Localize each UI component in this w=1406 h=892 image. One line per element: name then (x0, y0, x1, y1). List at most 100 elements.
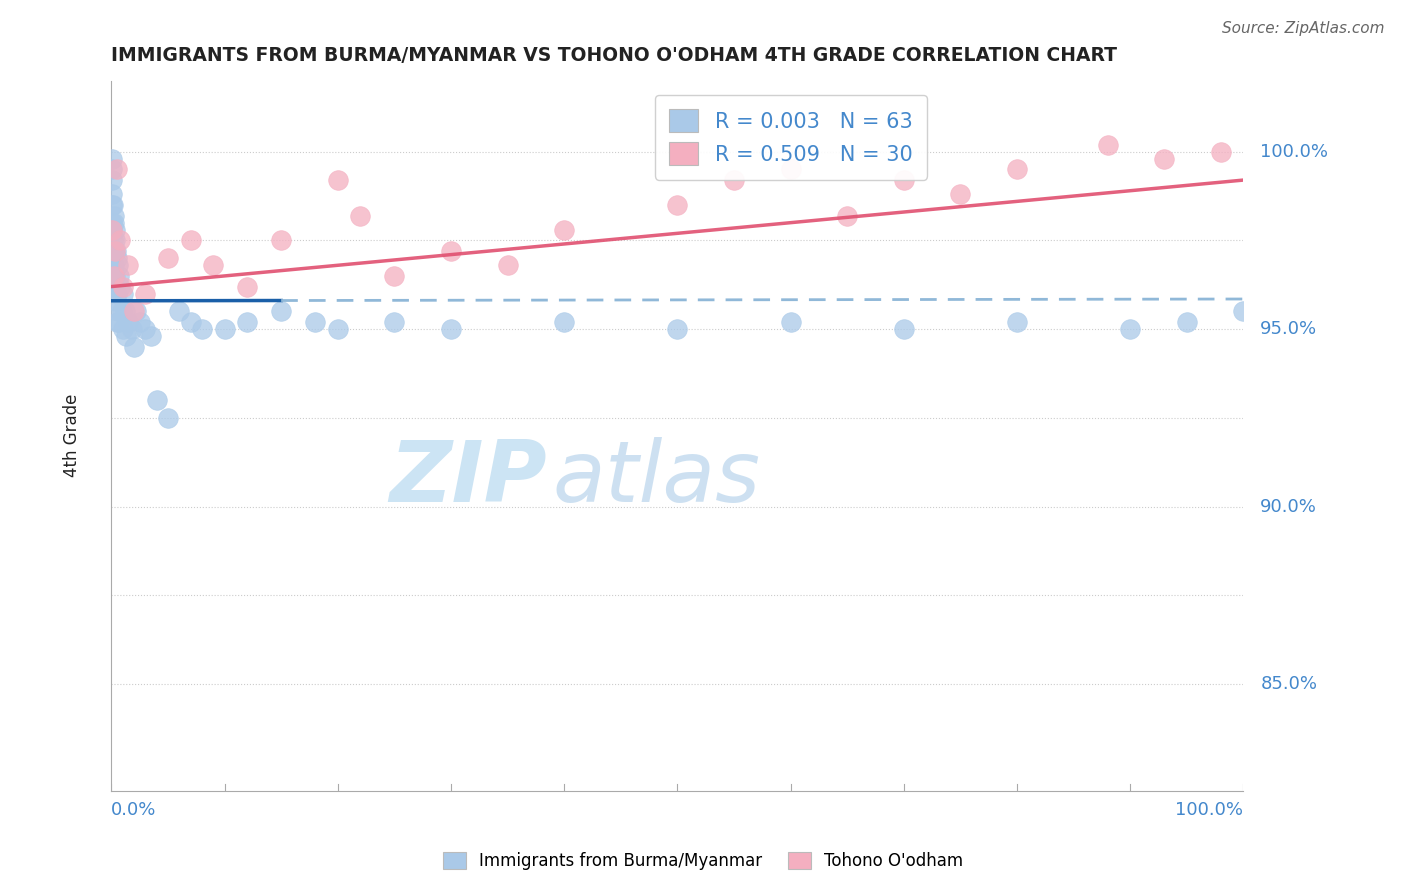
Text: atlas: atlas (553, 437, 761, 520)
Point (110, 234, 132, 248)
Text: 90.0%: 90.0% (1260, 498, 1317, 516)
Point (236, 279, 259, 293)
Legend: Immigrants from Burma/Myanmar, Tohono O'odham: Immigrants from Burma/Myanmar, Tohono O'… (436, 845, 970, 877)
Point (382, 268, 405, 283)
Point (103, 216, 125, 230)
Point (105, 251, 128, 265)
Text: ZIP: ZIP (389, 437, 547, 520)
Point (101, 152, 124, 166)
Point (110, 279, 132, 293)
Point (101, 198, 124, 212)
Point (326, 173, 349, 187)
Text: 4th Grade: 4th Grade (63, 394, 80, 477)
Point (270, 304, 292, 318)
Point (115, 329, 138, 343)
Point (382, 315, 405, 329)
Point (103, 279, 125, 293)
Text: IMMIGRANTS FROM BURMA/MYANMAR VS TOHONO O'ODHAM 4TH GRADE CORRELATION CHART: IMMIGRANTS FROM BURMA/MYANMAR VS TOHONO … (111, 46, 1118, 65)
Point (101, 251, 124, 265)
Point (117, 315, 139, 329)
Point (1005, 315, 1028, 329)
Point (104, 234, 127, 248)
Point (666, 198, 689, 212)
Text: 85.0%: 85.0% (1260, 675, 1317, 693)
Text: 95.0%: 95.0% (1260, 320, 1317, 338)
Point (139, 329, 162, 343)
Point (101, 223, 124, 237)
Point (553, 315, 575, 329)
Point (101, 244, 124, 258)
Point (101, 187, 124, 202)
Point (104, 244, 127, 258)
Text: 100.0%: 100.0% (1260, 143, 1329, 161)
Point (349, 209, 371, 223)
Point (180, 234, 202, 248)
Point (666, 322, 689, 336)
Point (105, 286, 128, 301)
Point (103, 268, 125, 283)
Legend: R = 0.003   N = 63, R = 0.509   N = 30: R = 0.003 N = 63, R = 0.509 N = 30 (655, 95, 928, 179)
Point (114, 304, 136, 318)
Point (723, 173, 745, 187)
Text: Source: ZipAtlas.com: Source: ZipAtlas.com (1222, 21, 1385, 36)
Point (105, 315, 128, 329)
Point (214, 322, 236, 336)
Point (893, 322, 915, 336)
Point (122, 304, 145, 318)
Point (1119, 322, 1142, 336)
Point (107, 258, 129, 272)
Point (145, 393, 167, 408)
Point (103, 209, 125, 223)
Point (1175, 315, 1198, 329)
Point (837, 209, 859, 223)
Point (110, 304, 132, 318)
Point (180, 315, 202, 329)
Point (111, 279, 134, 293)
Point (440, 322, 463, 336)
Point (111, 322, 134, 336)
Point (156, 251, 179, 265)
Point (496, 258, 519, 272)
Point (101, 162, 124, 177)
Point (779, 162, 801, 177)
Point (101, 173, 124, 187)
Point (121, 322, 143, 336)
Point (101, 234, 124, 248)
Point (270, 234, 292, 248)
Point (1153, 152, 1175, 166)
Point (107, 304, 129, 318)
Point (103, 244, 125, 258)
Point (108, 315, 131, 329)
Point (202, 258, 225, 272)
Point (134, 286, 156, 301)
Point (104, 244, 127, 258)
Point (125, 304, 148, 318)
Point (236, 315, 259, 329)
Point (101, 198, 124, 212)
Text: 100.0%: 100.0% (1175, 801, 1243, 820)
Point (169, 304, 191, 318)
Point (326, 322, 349, 336)
Point (117, 258, 139, 272)
Point (104, 268, 127, 283)
Point (105, 162, 128, 177)
Point (128, 315, 150, 329)
Text: 0.0%: 0.0% (111, 801, 156, 820)
Point (779, 315, 801, 329)
Point (104, 279, 127, 293)
Point (949, 187, 972, 202)
Point (101, 223, 124, 237)
Point (1232, 304, 1254, 318)
Point (108, 268, 131, 283)
Point (304, 315, 326, 329)
Point (103, 258, 125, 272)
Point (104, 223, 127, 237)
Point (191, 322, 214, 336)
Point (101, 268, 124, 283)
Point (134, 322, 156, 336)
Point (111, 286, 134, 301)
Point (1209, 145, 1232, 159)
Point (122, 340, 145, 354)
Point (156, 411, 179, 425)
Point (1005, 162, 1028, 177)
